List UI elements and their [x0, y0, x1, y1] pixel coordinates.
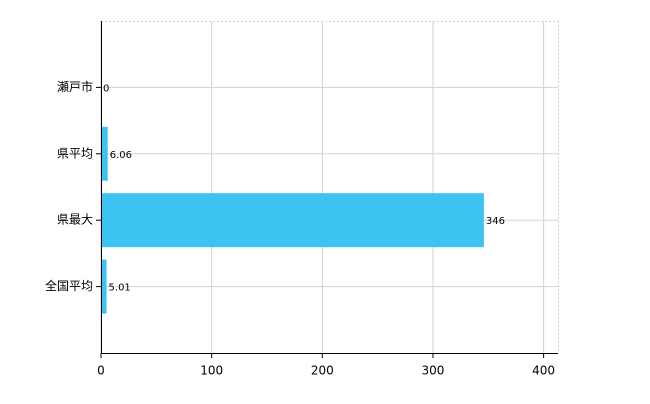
value-label: 5.01	[109, 283, 131, 294]
value-label: 6.06	[110, 150, 132, 161]
y-tick-label: 瀬戸市	[57, 79, 93, 94]
x-tick-label: 400	[532, 364, 555, 378]
x-tick-label: 300	[422, 364, 445, 378]
x-tick-label: 0	[97, 364, 105, 378]
x-tick-label: 100	[200, 364, 223, 378]
x-tick-label: 200	[311, 364, 334, 378]
bar	[101, 193, 484, 248]
y-tick-label: 県最大	[57, 213, 93, 227]
bar	[101, 126, 108, 181]
y-tick-label: 県平均	[57, 146, 93, 160]
y-tick-label: 全国平均	[45, 278, 93, 293]
bar	[101, 259, 107, 314]
value-label: 346	[486, 216, 505, 227]
value-label: 0	[103, 83, 109, 94]
